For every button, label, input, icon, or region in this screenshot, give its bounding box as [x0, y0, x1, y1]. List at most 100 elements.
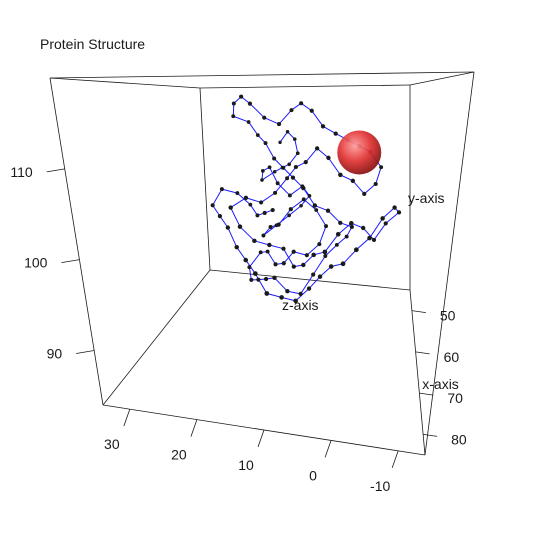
residue-point	[260, 178, 264, 182]
residue-point	[239, 94, 244, 99]
residue-point	[349, 220, 354, 226]
residue-point	[258, 250, 263, 255]
chain-bond	[267, 251, 276, 265]
residue-point	[303, 160, 308, 165]
chain-bond	[219, 215, 229, 228]
residue-point	[273, 170, 277, 174]
z-tick-label: 90	[47, 346, 63, 362]
residue-point	[396, 210, 402, 215]
residue-point	[267, 165, 272, 170]
residue-point	[317, 274, 323, 279]
residue-point	[263, 276, 269, 282]
residue-point	[311, 272, 316, 277]
residue-point	[314, 146, 320, 151]
residue-point	[317, 242, 322, 247]
residue-point	[252, 238, 257, 244]
residue-point	[361, 225, 366, 231]
residue-point	[268, 224, 273, 230]
residue-point	[243, 257, 249, 263]
chain-bond	[236, 246, 247, 261]
y-tick-label: 30	[104, 436, 120, 452]
residue-point	[349, 224, 354, 229]
box-edge	[409, 289, 426, 456]
box-edge	[424, 71, 475, 456]
residue-point	[299, 101, 304, 106]
residue-point	[252, 271, 258, 276]
chain-bond	[315, 209, 327, 227]
chain-bond	[308, 276, 321, 289]
chain-bond	[288, 152, 299, 165]
residue-point	[272, 156, 277, 161]
residue-point	[392, 205, 397, 210]
residue-point	[235, 191, 240, 196]
chain-bond	[269, 244, 284, 250]
residue-point	[323, 254, 328, 259]
box-edge	[49, 77, 201, 89]
chain-bond	[352, 180, 365, 195]
chain-bond	[279, 131, 288, 143]
residue-point	[259, 200, 264, 205]
residue-point	[290, 175, 296, 180]
chain-bond	[230, 197, 247, 209]
chain-bond	[293, 251, 307, 256]
y-tick-mark	[324, 440, 332, 458]
residue-point	[270, 208, 275, 213]
chain-bond	[248, 252, 262, 268]
z-tick-mark	[61, 259, 80, 264]
chain-bond	[277, 182, 291, 196]
x-tick-mark	[411, 310, 426, 314]
y-tick-mark	[190, 419, 198, 437]
chain-bond	[306, 243, 320, 256]
residue-point	[247, 101, 253, 106]
chain-bond	[312, 255, 326, 275]
residue-point	[320, 124, 326, 129]
chain-bond	[282, 167, 294, 178]
residue-point	[322, 249, 328, 255]
y-tick-mark	[123, 409, 131, 427]
chain-bond	[245, 197, 262, 203]
chart-title: Protein Structure	[40, 36, 146, 52]
residue-point	[301, 262, 306, 268]
chain-bond	[290, 199, 305, 210]
chain-bond	[221, 188, 238, 194]
residue-point	[255, 213, 260, 218]
chain-bond	[303, 199, 317, 211]
residue-point	[288, 207, 293, 212]
residue-point	[298, 291, 303, 296]
residue-point	[334, 242, 339, 247]
residue-point	[265, 249, 270, 254]
residue-point	[292, 137, 297, 141]
chain-bond	[305, 148, 318, 163]
residue-point	[328, 264, 334, 269]
chain-bond	[260, 192, 276, 203]
chain-bond	[342, 249, 357, 265]
residue-point	[309, 108, 314, 113]
highlight-sphere	[337, 130, 382, 175]
residue-point	[340, 261, 346, 267]
chain-bond	[324, 233, 339, 253]
residue-point	[362, 191, 367, 196]
residue-point	[295, 151, 300, 156]
chain-bond	[239, 226, 255, 242]
chain-bond	[265, 142, 275, 159]
x-axis-label: x-axis	[422, 376, 459, 392]
residue-point	[314, 208, 319, 212]
residue-point	[291, 264, 296, 269]
chain-bond	[322, 125, 336, 135]
bounding-box	[49, 71, 475, 456]
residue-point	[234, 244, 239, 250]
residue-point	[306, 286, 312, 291]
residue-point	[247, 265, 252, 270]
residue-point	[263, 141, 268, 146]
chain-bond	[232, 103, 235, 117]
y-tick-mark	[391, 450, 399, 468]
x-tick-mark	[419, 392, 434, 396]
residue-point	[379, 165, 384, 170]
z-tick-mark	[46, 168, 65, 173]
residue-point	[304, 253, 309, 258]
residue-point	[293, 164, 298, 170]
residue-point	[333, 131, 338, 136]
box-edge	[409, 71, 475, 86]
residue-point	[338, 172, 343, 178]
chain-bond	[254, 240, 270, 246]
